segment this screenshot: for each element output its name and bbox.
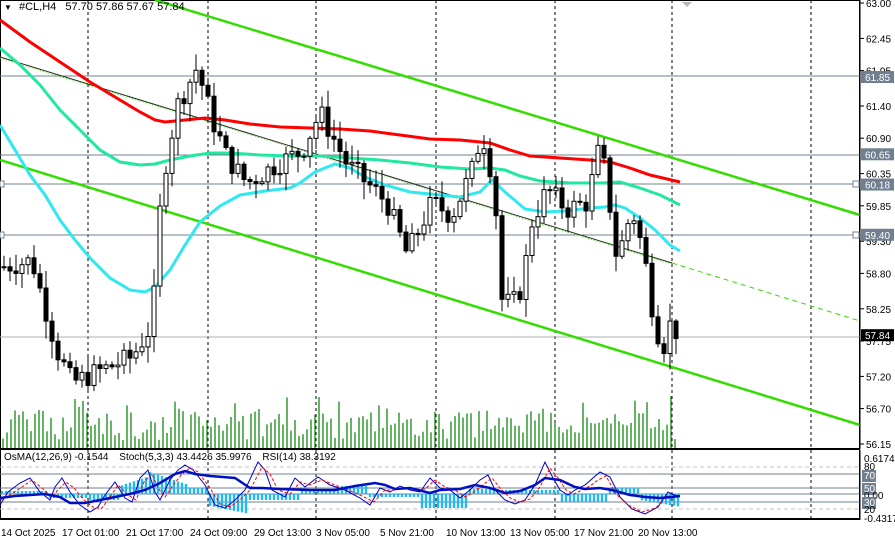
svg-text:0.00: 0.00 (864, 491, 884, 502)
level-handle[interactable] (0, 231, 5, 239)
price-tag (861, 71, 894, 84)
time-tick: 14 Oct 2025 (1, 528, 56, 539)
time-tick: 17 Oct 01:00 (62, 528, 120, 539)
chart-menu-icon[interactable]: ▼ (4, 3, 12, 12)
price-tick-label: 59.85 (866, 202, 891, 213)
svg-text:20: 20 (864, 505, 876, 516)
channel-lower-line (0, 158, 861, 427)
horizontal-levels[interactable] (0, 75, 860, 236)
svg-text:-0.4317: -0.4317 (864, 514, 895, 525)
price-axis-tags: 61.85 60.65 60.18 59.40 57.84 (861, 71, 894, 342)
time-tick: 3 Nov 05:00 (316, 528, 370, 539)
price-tick-label: 57.20 (866, 372, 891, 383)
time-tick: 13 Nov 05:00 (510, 528, 570, 539)
stoch-signal-line (0, 466, 676, 513)
rsi-label: RSI(14) 38.3192 (262, 452, 336, 463)
chart-header: ▼ #CL,H4 57.70 57.86 57.67 57.84 (4, 1, 185, 13)
level-handle[interactable] (0, 180, 5, 188)
price-tick-label: 57.75 (866, 337, 891, 348)
svg-text:61.85: 61.85 (865, 73, 890, 84)
channel-mid-line[interactable] (0, 56, 673, 264)
ohlc-high: 57.86 (95, 1, 124, 13)
volume-bars (2, 396, 676, 448)
price-tag (861, 178, 894, 191)
price-tick-label: 61.40 (866, 102, 891, 113)
time-tick: 21 Oct 17:00 (126, 528, 184, 539)
level-handle[interactable] (852, 180, 860, 188)
trend-channel[interactable] (0, 0, 861, 427)
price-tag (861, 148, 894, 161)
price-tick-label: 58.80 (866, 269, 891, 280)
price-tag (861, 329, 894, 342)
svg-text:80: 80 (864, 462, 876, 473)
price-tick-label: 62.45 (866, 34, 891, 45)
price-tick-label: 58.25 (866, 305, 891, 316)
svg-text:70: 70 (864, 471, 876, 482)
price-tag (861, 228, 894, 241)
svg-text:30: 30 (864, 498, 876, 509)
scroll-marker-icon[interactable] (682, 2, 692, 7)
time-tick: 24 Oct 09:00 (190, 528, 248, 539)
osma-histogram (0, 472, 680, 514)
time-tick: 5 Nov 21:00 (380, 528, 434, 539)
time-tick: 20 Nov 13:00 (638, 528, 698, 539)
time-axis[interactable]: 14 Oct 2025 17 Oct 01:00 21 Oct 17:00 24… (0, 528, 860, 541)
svg-text:0.6174: 0.6174 (864, 454, 895, 465)
indicator-header: OsMA(12,26,9) -0.1544 Stoch(5,3,3) 43.44… (4, 452, 344, 463)
svg-text:57.84: 57.84 (865, 331, 890, 342)
symbol-timeframe: #CL,H4 (18, 1, 57, 13)
svg-text:59.40: 59.40 (865, 231, 890, 242)
channel-upper-line (154, 0, 861, 217)
time-tick: 17 Nov 21:00 (574, 528, 634, 539)
ohlc-open: 57.70 (65, 1, 93, 13)
svg-text:60.65: 60.65 (865, 150, 890, 161)
price-tick-label: 56.15 (866, 440, 891, 451)
stoch-label: Stoch(5,3,3) 43.4426 35.9976 (119, 452, 252, 463)
stoch-main-line (0, 460, 681, 515)
price-tick-label: 60.90 (866, 134, 891, 145)
svg-text:50: 50 (864, 484, 876, 495)
level-handle[interactable] (852, 231, 860, 239)
time-tick: 29 Oct 13:00 (254, 528, 312, 539)
rsi-line (0, 469, 681, 505)
ma-slow-red (0, 18, 681, 184)
price-tick-label: 63.00 (866, 0, 891, 10)
ma-mid-teal (0, 46, 681, 207)
price-tick-label: 59.30 (866, 237, 891, 248)
candlesticks (1, 54, 679, 392)
channel-mid-projection (671, 262, 861, 322)
ohlc-close: 57.84 (157, 1, 185, 13)
ma-fast-cyan (0, 124, 681, 294)
svg-text:60.18: 60.18 (865, 181, 890, 192)
price-tick-label: 56.70 (866, 405, 891, 416)
ohlc-low: 57.67 (126, 1, 155, 13)
price-tick-label: 60.35 (866, 170, 891, 181)
osma-label: OsMA(12,26,9) -0.1544 (4, 452, 109, 463)
time-tick: 10 Nov 13:00 (446, 528, 506, 539)
price-axis-ticks: 63.0062.4561.9561.4060.9060.3559.8559.30… (860, 0, 891, 451)
